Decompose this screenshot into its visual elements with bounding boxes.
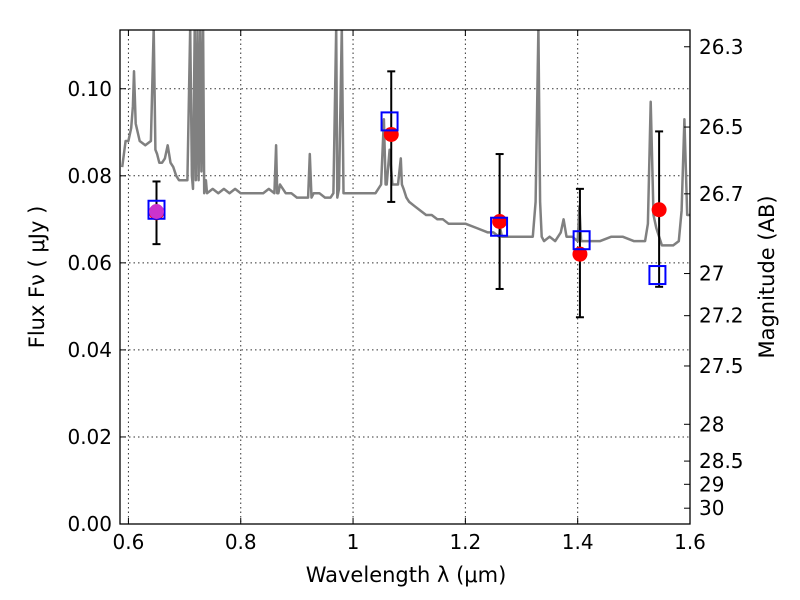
right-tick-label: 30 bbox=[699, 496, 724, 520]
observed-square-marker bbox=[572, 230, 591, 251]
model-circle-marker bbox=[572, 246, 588, 262]
x-tick-label: 1.6 bbox=[674, 530, 706, 554]
spectrum-line bbox=[120, 30, 690, 247]
x-tick-label: 0.6 bbox=[113, 530, 145, 554]
y-tick-label: 0.02 bbox=[67, 425, 112, 449]
plot-frame bbox=[119, 29, 691, 525]
observed-square-marker bbox=[490, 216, 509, 237]
y-tick-label: 0.00 bbox=[67, 512, 112, 536]
model-circle-marker bbox=[492, 214, 508, 230]
right-tick-label: 26.7 bbox=[699, 182, 744, 206]
x-tick-label: 1.2 bbox=[449, 530, 481, 554]
y-tick-label: 0.04 bbox=[67, 338, 112, 362]
model-circle-marker bbox=[383, 126, 399, 142]
right-tick-label: 27 bbox=[699, 262, 724, 286]
right-tick-label: 26.5 bbox=[699, 115, 744, 139]
x-tick-label: 1.4 bbox=[562, 530, 594, 554]
data-points bbox=[147, 70, 667, 319]
right-axis-label: Magnitude (AB) bbox=[755, 195, 779, 358]
model-circle-marker bbox=[149, 203, 165, 219]
x-axis-label: Wavelength λ (μm) bbox=[306, 563, 507, 587]
right-tick-label: 29 bbox=[699, 472, 724, 496]
observed-square-marker bbox=[648, 265, 667, 286]
grid-lines bbox=[120, 30, 691, 525]
model-spectrum bbox=[120, 30, 690, 247]
axis-ticks: 0.6 0.8 1 1.2 1.4 1.6 0.00 0.02 0.04 0.06 0.08 0.10… bbox=[67, 30, 744, 554]
model-circle-marker bbox=[651, 202, 667, 218]
y-tick-label: 0.10 bbox=[67, 77, 112, 101]
right-tick-label: 28 bbox=[699, 412, 724, 436]
right-tick-label: 26.3 bbox=[699, 35, 744, 59]
right-tick-label: 27.2 bbox=[699, 304, 744, 328]
observed-square-marker bbox=[380, 111, 399, 132]
y-tick-label: 0.06 bbox=[67, 251, 112, 275]
right-tick-label: 28.5 bbox=[699, 449, 744, 473]
right-tick-label: 27.5 bbox=[699, 354, 744, 378]
y-tick-label: 0.08 bbox=[67, 164, 112, 188]
y-axis-label: Flux Fν ( μJy ) bbox=[25, 206, 49, 349]
x-tick-label: 1 bbox=[347, 530, 360, 554]
x-tick-label: 0.8 bbox=[225, 530, 257, 554]
